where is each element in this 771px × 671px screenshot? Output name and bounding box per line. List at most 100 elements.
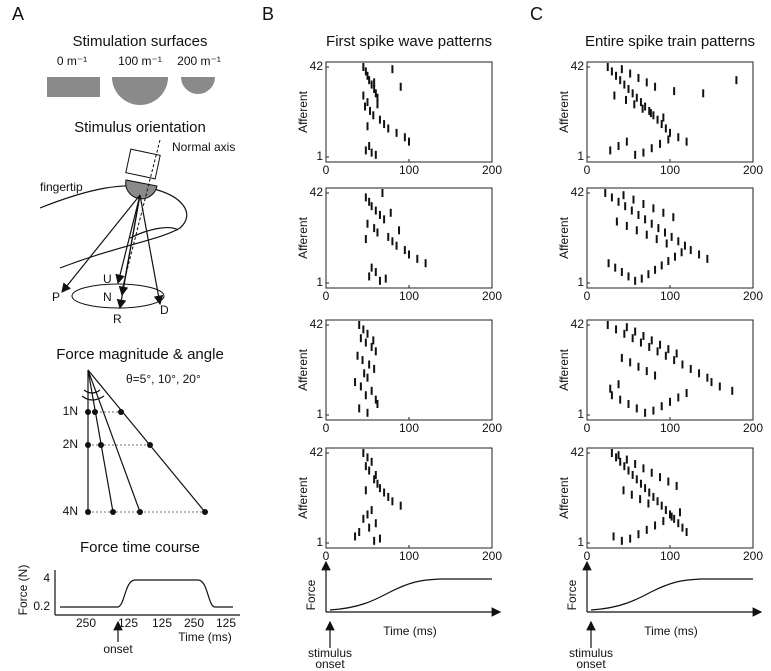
spike [689,246,692,255]
spike [639,479,642,488]
spike [358,404,361,413]
spike [620,268,623,277]
spike [364,67,367,76]
y-tick-label: 1 [316,149,323,163]
spike [368,523,371,532]
spike [634,327,637,336]
spike [372,336,375,345]
spike [362,91,365,100]
onset-label: onset [315,657,345,671]
finger-diagram [39,139,188,310]
spike [683,241,686,250]
y-tick-label: 42 [310,59,324,73]
axis-label: Time (ms) [178,630,232,644]
spike [678,508,681,517]
spike [640,274,643,283]
spike [685,389,688,398]
spike [670,232,673,241]
spike [664,506,667,515]
spike [614,263,617,272]
spike [387,232,390,241]
spike [370,386,373,395]
x-tick-label: 200 [482,549,502,563]
y-tick-label: 42 [310,445,324,459]
spike [652,111,655,120]
spike [358,528,361,537]
spike [617,197,620,206]
curved-surface [112,77,168,105]
spike [619,76,622,85]
x-tick-label: 0 [323,421,330,435]
spike [366,510,369,519]
spike [378,210,381,219]
spike [662,517,665,526]
spike [681,360,684,369]
spike [391,65,394,74]
spike [368,106,371,115]
spike [647,270,650,279]
spike [374,206,377,215]
spike [639,495,642,504]
spike [403,246,406,255]
spike [731,386,734,395]
onset-label: stimulus [569,646,613,660]
spike [368,360,371,369]
spike [637,362,640,371]
spike [625,455,628,464]
spike [408,137,410,146]
spike [630,206,633,215]
spike [673,356,676,365]
spike [654,265,657,274]
spike [625,137,628,146]
spike [649,109,652,118]
spike [625,221,628,230]
axis-label: Time (ms) [644,624,698,638]
force-label: 2N [63,437,78,451]
x-tick-label: 100 [399,163,419,177]
spike [376,400,379,409]
section-title: Stimulation surfaces [72,33,207,50]
spike [373,475,376,484]
spike [637,210,640,219]
spike [629,69,632,78]
y-axis-label: Afferent [296,348,310,390]
spike [631,470,634,479]
spike [373,364,376,373]
force-time-course [54,570,240,642]
spike [366,122,369,131]
spike [642,148,645,157]
spike [659,340,662,349]
spike [677,393,680,402]
spike [389,208,392,217]
x-tick-label: 200 [482,421,502,435]
spike [606,63,609,71]
spike [634,459,637,468]
spike [620,65,623,74]
y-axis-label: Afferent [557,348,571,390]
spike [615,325,618,334]
axis-note: Normal axis [172,140,235,154]
spike [642,464,645,473]
force-triangle [81,369,208,515]
x-tick-label: 100 [660,289,680,303]
y-axis-label: Afferent [557,476,571,518]
spike [381,189,384,197]
y-tick-label: 1 [316,535,323,549]
x-tick-label: 0 [323,289,330,303]
spike [374,89,377,98]
spike [645,78,648,87]
spike [650,144,653,153]
spike [664,124,667,133]
spike [370,202,373,211]
spike [681,523,684,532]
spike [619,457,622,466]
spike [627,272,630,281]
x-tick-label: 0 [323,163,330,177]
spike [370,342,373,351]
spike [624,202,627,211]
spike [630,490,633,499]
y-tick-label: 42 [571,59,585,73]
spike [652,204,655,213]
x-tick-label: 100 [660,421,680,435]
onset-label: onset [103,642,133,656]
